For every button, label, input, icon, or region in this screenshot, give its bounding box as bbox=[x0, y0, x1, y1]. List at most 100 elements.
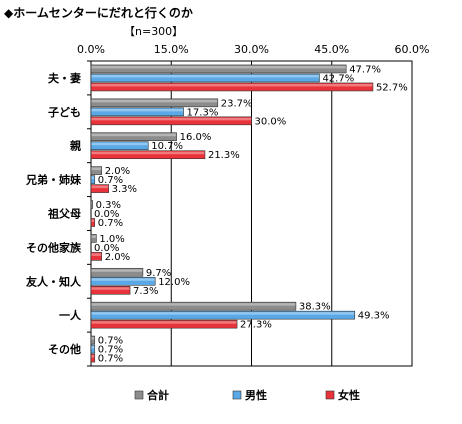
bar bbox=[90, 98, 219, 108]
chart-title: ◆ホームセンターにだれと行くのか bbox=[4, 6, 193, 20]
legend-label: 女性 bbox=[338, 388, 360, 402]
bar bbox=[90, 184, 109, 193]
bar-highlight bbox=[91, 176, 95, 180]
bar bbox=[90, 218, 96, 227]
bar-highlight bbox=[91, 278, 155, 281]
bar bbox=[90, 107, 184, 117]
data-label: 3.3% bbox=[112, 184, 137, 195]
bar-highlight bbox=[91, 133, 177, 137]
data-label: 42.7% bbox=[322, 73, 354, 84]
bar bbox=[90, 276, 156, 286]
bar-highlight bbox=[91, 151, 205, 155]
data-label: 0.0% bbox=[94, 209, 119, 220]
bar-highlight bbox=[91, 287, 130, 290]
bar-highlight bbox=[91, 269, 143, 272]
data-label: 2.0% bbox=[105, 166, 130, 177]
bar bbox=[90, 73, 320, 83]
bar-highlight bbox=[91, 185, 109, 189]
bar-highlight bbox=[91, 108, 184, 112]
data-label: 52.7% bbox=[376, 82, 408, 93]
bar bbox=[90, 319, 238, 329]
bar bbox=[90, 252, 102, 261]
x-tick-label: 60.0% bbox=[395, 43, 430, 56]
bar-highlight bbox=[91, 303, 296, 306]
category-label: 祖父母 bbox=[47, 207, 81, 221]
x-axis-ticks: 0.0% 15.0% 30.0% 45.0% 60.0% bbox=[77, 43, 429, 56]
bar bbox=[90, 150, 206, 160]
bar-highlight bbox=[91, 355, 95, 358]
bar bbox=[90, 301, 297, 311]
data-label: 23.7% bbox=[221, 98, 253, 109]
bar bbox=[90, 132, 177, 142]
legend-swatch bbox=[134, 390, 144, 400]
legend-label: 男性 bbox=[245, 388, 267, 402]
data-label: 21.3% bbox=[208, 150, 240, 161]
bar bbox=[90, 267, 144, 277]
data-labels: 47.7%42.7% 52.7% 23.7%17.3% 30.0% 16.0%10.7%… bbox=[94, 64, 408, 364]
bar-highlight bbox=[91, 235, 96, 238]
data-label: 47.7% bbox=[349, 64, 381, 75]
bar bbox=[90, 200, 93, 209]
bar-highlight bbox=[91, 74, 319, 78]
bar bbox=[90, 116, 252, 126]
bar-highlight bbox=[91, 346, 95, 349]
data-label: 10.7% bbox=[151, 141, 183, 152]
data-label: 0.3% bbox=[96, 200, 121, 211]
data-label: 2.0% bbox=[105, 252, 130, 263]
bar-highlight bbox=[91, 99, 218, 103]
bar-highlight bbox=[91, 219, 95, 222]
bar bbox=[90, 285, 131, 295]
category-label: 夫・妻 bbox=[48, 71, 81, 85]
bar bbox=[90, 166, 102, 175]
bar-highlight bbox=[91, 201, 93, 204]
bar-highlight bbox=[91, 312, 355, 315]
data-label: 0.7% bbox=[98, 336, 123, 347]
bar-highlight bbox=[91, 142, 148, 146]
data-label: 1.0% bbox=[99, 234, 124, 245]
sample-size-label: 【n=300】 bbox=[124, 25, 184, 38]
bar bbox=[90, 353, 96, 363]
category-label: 親 bbox=[70, 139, 81, 153]
bar bbox=[90, 175, 96, 184]
category-label: その他 bbox=[48, 342, 81, 356]
data-label: 12.0% bbox=[158, 277, 190, 288]
bar bbox=[90, 141, 149, 151]
data-label: 0.7% bbox=[98, 345, 123, 356]
bar-highlight bbox=[91, 117, 251, 121]
data-label: 27.3% bbox=[240, 320, 272, 331]
legend: 合計 男性 女性 bbox=[134, 388, 360, 402]
bar bbox=[90, 64, 347, 74]
data-label: 7.3% bbox=[133, 286, 158, 297]
data-label: 0.7% bbox=[98, 218, 123, 229]
data-label: 0.0% bbox=[94, 243, 119, 254]
data-label: 49.3% bbox=[358, 311, 390, 322]
data-label: 16.0% bbox=[180, 132, 212, 143]
category-label: 一人 bbox=[59, 308, 82, 322]
data-label: 0.7% bbox=[98, 175, 123, 186]
bar bbox=[90, 310, 356, 320]
data-label: 38.3% bbox=[299, 302, 331, 313]
x-tick-label: 45.0% bbox=[314, 43, 349, 56]
bars bbox=[90, 64, 374, 363]
x-tick-label: 30.0% bbox=[234, 43, 269, 56]
data-label: 30.0% bbox=[255, 116, 287, 127]
legend-swatch bbox=[325, 390, 335, 400]
category-label: その他家族 bbox=[26, 240, 82, 254]
x-tick-label: 0.0% bbox=[77, 43, 105, 56]
bar bbox=[90, 234, 97, 243]
legend-swatch bbox=[232, 390, 242, 400]
bar-highlight bbox=[91, 321, 237, 324]
bar-highlight bbox=[91, 253, 102, 256]
bar-highlight bbox=[91, 65, 346, 69]
data-label: 9.7% bbox=[146, 268, 171, 279]
legend-label: 合計 bbox=[147, 388, 169, 402]
category-label: 兄弟・姉妹 bbox=[25, 173, 82, 187]
bar bbox=[90, 335, 96, 345]
bar bbox=[90, 82, 374, 92]
bar-highlight bbox=[91, 337, 95, 340]
data-label: 0.7% bbox=[98, 354, 123, 365]
category-label: 友人・知人 bbox=[26, 274, 82, 288]
bar-highlight bbox=[91, 83, 373, 87]
